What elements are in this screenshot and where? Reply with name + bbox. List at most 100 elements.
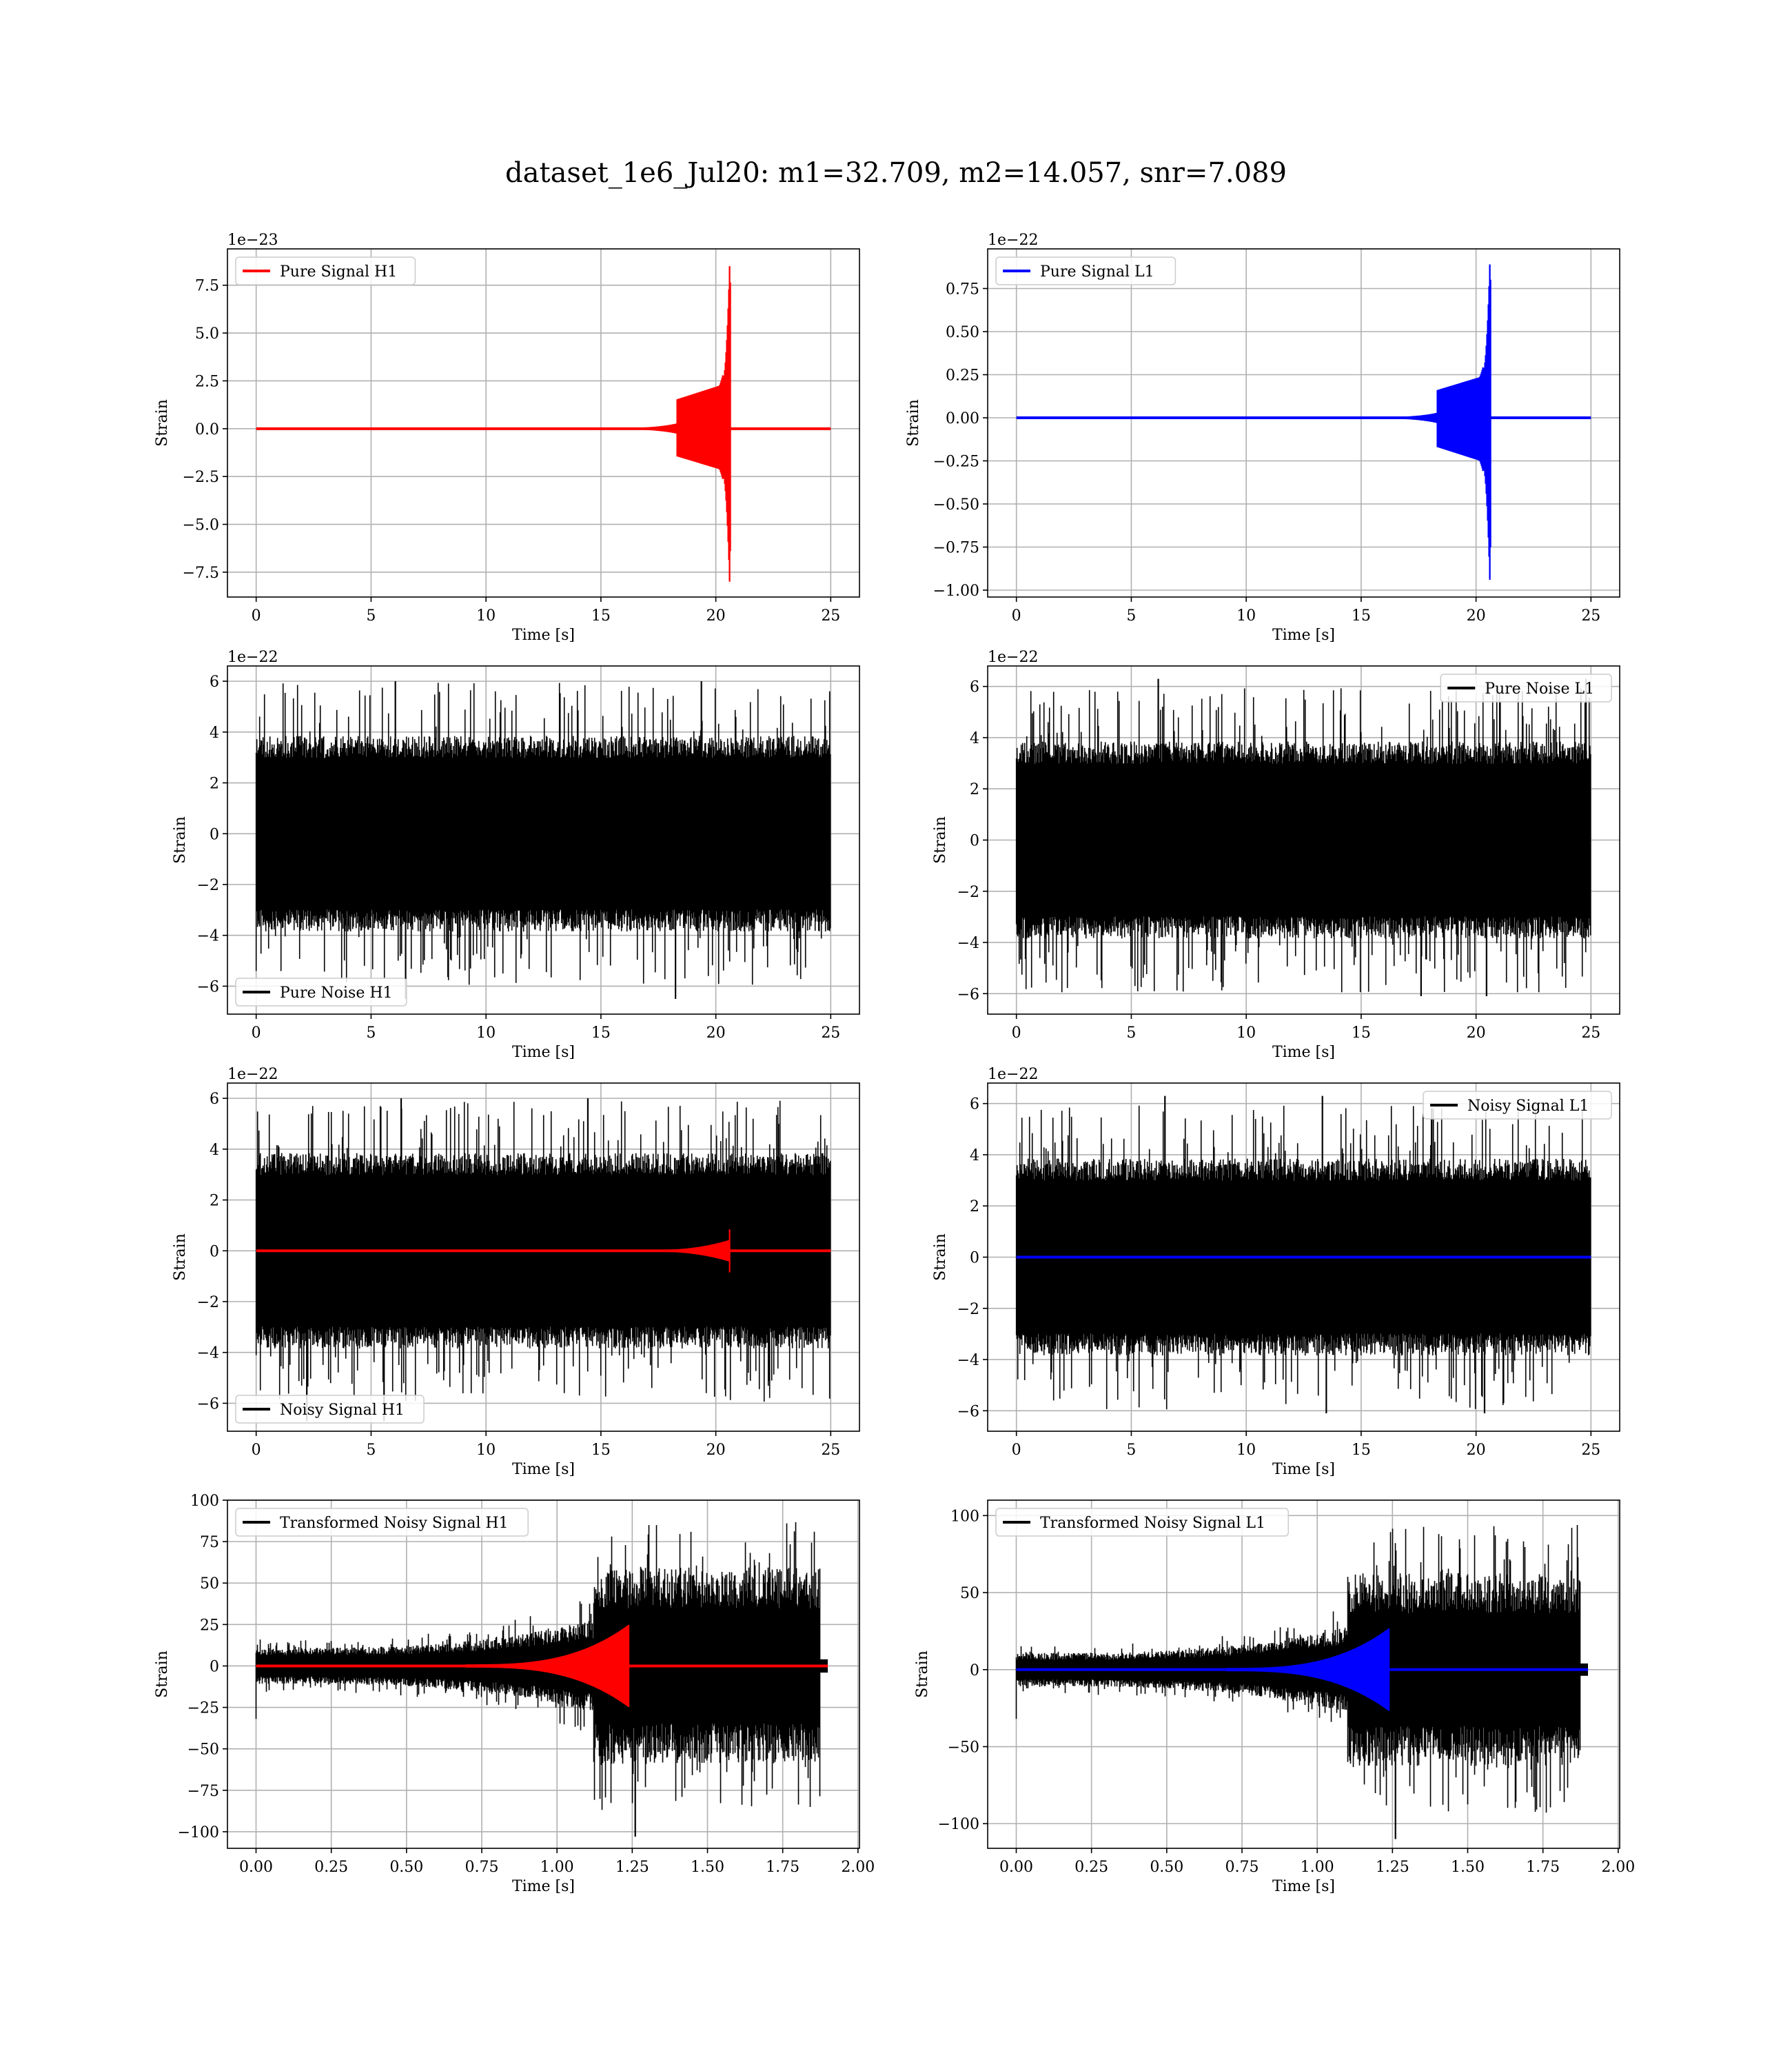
- x-tick-label: 15: [1352, 1442, 1371, 1459]
- x-tick-label: 20: [706, 607, 726, 625]
- legend-box: [995, 256, 1177, 285]
- y-axis-label: Strain: [932, 1233, 949, 1281]
- x-tick-label: 25: [1581, 1024, 1600, 1042]
- y-tick-label: 5.0: [195, 325, 219, 343]
- chart-pure-noise-h1: 0 5 10 15 20 25 −6 −4 −2 0 2 4 6 Time [s] Strain 1e−22 P…: [172, 649, 860, 1061]
- y-tick-label: −2: [957, 884, 979, 901]
- x-axis-label: Time [s]: [1272, 1044, 1335, 1061]
- y-tick-label: −50: [948, 1739, 979, 1757]
- plot-area: [255, 681, 831, 999]
- signal-trace: [577, 266, 731, 582]
- legend-box: [995, 1508, 1289, 1537]
- plot-area: [255, 1522, 828, 1837]
- x-tick-label: 0.00: [239, 1859, 273, 1876]
- y-tick-label: 100: [950, 1508, 979, 1525]
- x-tick-label: 1.75: [766, 1859, 800, 1876]
- plot-area: [255, 1098, 831, 1422]
- y-tick-label: −6: [197, 1395, 219, 1413]
- chart-pure-noise-l1: 0 5 10 15 20 25 −6 −4 −2 0 2 4 6 Time [s] Strain 1e−22 P…: [932, 649, 1620, 1061]
- legend-box: [235, 978, 407, 1007]
- y-tick-label: 0: [970, 1662, 979, 1679]
- x-tick-label: 20: [706, 1024, 726, 1042]
- x-axis-label: Time [s]: [512, 1461, 575, 1478]
- y-axis-label: Strain: [932, 816, 949, 864]
- noise-trace: [255, 683, 831, 985]
- x-tick-label: 5: [366, 1024, 376, 1042]
- y-tick-label: −100: [178, 1824, 219, 1841]
- x-tick-label: 25: [821, 1442, 840, 1459]
- legend-box: [1423, 1091, 1612, 1120]
- offset-text: 1e−22: [988, 232, 1038, 249]
- y-tick-label: 6: [210, 1091, 219, 1108]
- x-tick-label: 1.50: [1451, 1859, 1485, 1876]
- legend-box: [235, 1395, 425, 1424]
- plot-area: [1015, 678, 1591, 997]
- legend-label: Pure Noise L1: [1485, 680, 1594, 698]
- y-tick-label: −50: [187, 1741, 219, 1759]
- y-tick-label: 6: [970, 679, 979, 696]
- legend-label: Pure Noise H1: [280, 984, 393, 1002]
- y-tick-label: 4: [970, 730, 979, 747]
- x-tick-label: 0: [1012, 1024, 1021, 1042]
- x-axis-label: Time [s]: [512, 627, 575, 644]
- y-tick-label: 7.5: [195, 278, 219, 295]
- x-tick-label: 2.00: [1601, 1859, 1635, 1876]
- y-tick-label: 0: [970, 1250, 979, 1267]
- signal-trace: [1337, 264, 1491, 580]
- y-tick-label: −4: [957, 1352, 979, 1369]
- noise-trace: [1015, 687, 1591, 993]
- y-tick-label: −75: [187, 1783, 219, 1800]
- figure-title: dataset_1e6_Jul20: m1=32.709, m2=14.057,…: [505, 157, 1287, 189]
- x-tick-label: 20: [1467, 607, 1486, 625]
- y-tick-label: 0: [210, 826, 219, 843]
- y-tick-label: −6: [957, 986, 979, 1003]
- y-tick-label: −4: [197, 1345, 219, 1362]
- y-axis-label: Strain: [905, 399, 922, 447]
- legend-label: Pure Signal H1: [280, 263, 397, 281]
- offset-text: 1e−23: [227, 232, 278, 249]
- y-axis-label: Strain: [172, 1233, 189, 1281]
- y-tick-label: −2: [197, 1294, 219, 1311]
- x-tick-label: 15: [1352, 1024, 1371, 1042]
- y-tick-label: −25: [187, 1700, 219, 1717]
- y-axis-label: Strain: [172, 816, 189, 864]
- plot-area: [1015, 1095, 1591, 1414]
- y-tick-label: 2: [970, 781, 979, 798]
- y-tick-label: 0.00: [946, 410, 979, 427]
- x-tick-label: 1.00: [540, 1859, 574, 1876]
- x-tick-label: 0.25: [1075, 1859, 1108, 1876]
- x-tick-label: 0: [252, 607, 261, 625]
- x-axis-label: Time [s]: [1272, 1461, 1335, 1478]
- legend: Pure Noise H1: [235, 978, 407, 1007]
- y-axis-label: Strain: [914, 1650, 931, 1698]
- y-tick-label: −0.50: [933, 496, 979, 514]
- y-tick-label: 2.5: [195, 373, 219, 390]
- y-tick-label: 75: [200, 1534, 219, 1551]
- y-tick-label: 2: [210, 776, 219, 793]
- x-tick-label: 0.00: [999, 1859, 1033, 1876]
- axes-frame: [227, 665, 860, 1015]
- y-tick-label: −7.5: [183, 565, 219, 582]
- x-tick-label: 15: [1352, 607, 1371, 625]
- offset-text: 1e−22: [988, 1066, 1038, 1083]
- x-tick-label: 25: [821, 1024, 840, 1042]
- legend: Noisy Signal L1: [1423, 1091, 1612, 1120]
- x-tick-label: 10: [476, 1442, 496, 1459]
- x-tick-label: 20: [706, 1442, 726, 1459]
- y-tick-label: 50: [200, 1575, 219, 1593]
- legend-label: Noisy Signal H1: [280, 1402, 405, 1419]
- y-tick-label: −2: [197, 877, 219, 894]
- chart-noisy-signal-h1: 0 5 10 15 20 25 −6 −4 −2 0 2 4 6 Time [s] Strain 1e−22 N…: [172, 1066, 860, 1478]
- y-tick-label: −0.25: [933, 454, 979, 471]
- plot-area: [1015, 1525, 1589, 1839]
- x-tick-label: 25: [821, 607, 840, 625]
- x-tick-label: 15: [591, 607, 611, 625]
- legend-box: [235, 256, 416, 285]
- y-tick-label: 0: [210, 1658, 219, 1675]
- x-tick-label: 20: [1467, 1024, 1486, 1042]
- y-tick-label: 6: [970, 1096, 979, 1113]
- y-tick-label: 0: [210, 1243, 219, 1260]
- x-tick-label: 25: [1581, 1442, 1600, 1459]
- x-tick-label: 20: [1467, 1442, 1486, 1459]
- y-axis-label: Strain: [154, 1650, 171, 1698]
